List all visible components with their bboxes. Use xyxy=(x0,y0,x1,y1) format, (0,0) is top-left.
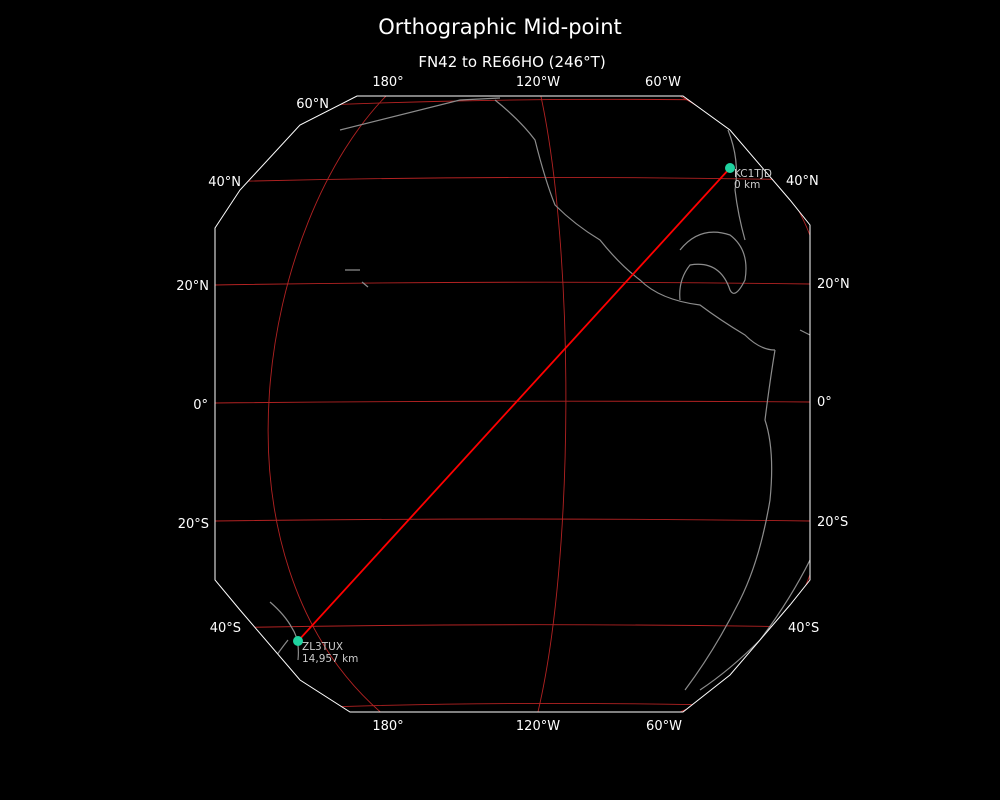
right-label-40n: 40°N xyxy=(786,174,819,189)
map-subtitle: FN42 to RE66HO (246°T) xyxy=(418,53,605,71)
top-label-60w: 60°W xyxy=(645,75,681,90)
start-point-marker[interactable] xyxy=(725,163,735,173)
great-circle-path xyxy=(297,167,731,642)
right-label-0: 0° xyxy=(817,395,832,410)
end-point-distance: 14,957 km xyxy=(302,653,358,665)
left-label-40s: 40°S xyxy=(210,621,241,636)
coast-south-america-east xyxy=(699,329,810,691)
parallel-20n xyxy=(215,281,810,286)
map-title: Orthographic Mid-point xyxy=(378,15,622,39)
coast-north-america-east xyxy=(727,129,746,241)
bottom-label-180: 180° xyxy=(372,719,403,734)
coast-south-america xyxy=(684,349,776,691)
start-point-distance: 0 km xyxy=(734,179,760,191)
meridian-60w-south xyxy=(669,559,810,712)
parallel-40n xyxy=(215,176,810,183)
graticule-labels: 180° 120°W 60°W 180° 120°W 60°W 60°N 40°… xyxy=(176,75,850,734)
end-point-marker[interactable] xyxy=(293,636,303,646)
right-label-20n: 20°N xyxy=(817,277,850,292)
left-label-20s: 20°S xyxy=(178,517,209,532)
left-label-20n: 20°N xyxy=(176,279,209,294)
parallel-20s xyxy=(215,518,810,522)
coast-alaska xyxy=(339,97,501,131)
coast-gulf xyxy=(679,231,747,301)
coast-new-zealand xyxy=(269,601,299,666)
top-label-120w: 120°W xyxy=(516,75,560,90)
coast-north-america-west xyxy=(494,99,776,351)
map-area xyxy=(215,96,810,712)
right-label-40s: 40°S xyxy=(788,621,819,636)
coast-hawaii xyxy=(345,269,369,288)
top-label-180: 180° xyxy=(372,75,403,90)
left-label-0: 0° xyxy=(193,398,208,413)
right-label-20s: 20°S xyxy=(817,515,848,530)
parallel-40s xyxy=(215,624,810,629)
left-label-40n: 40°N xyxy=(208,175,241,190)
meridian-180 xyxy=(267,96,391,712)
bottom-label-120w: 120°W xyxy=(516,719,560,734)
start-point-call: KC1TJD xyxy=(734,168,772,180)
globe-boundary xyxy=(214,95,811,713)
end-point-call: ZL3TUX xyxy=(302,641,343,653)
bottom-label-60w: 60°W xyxy=(646,719,682,734)
left-label-60n: 60°N xyxy=(296,97,329,112)
parallel-0 xyxy=(215,400,810,404)
meridian-120w xyxy=(536,96,567,712)
coastlines xyxy=(269,97,810,691)
